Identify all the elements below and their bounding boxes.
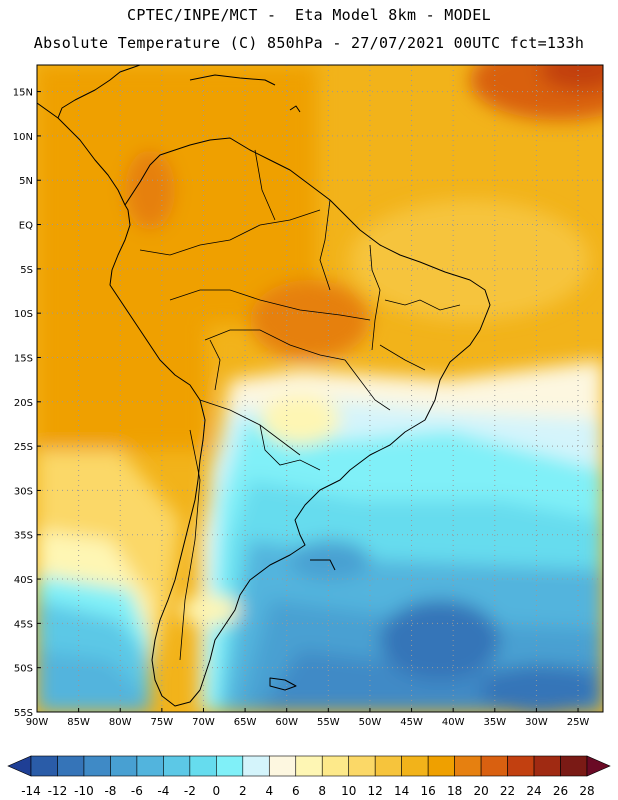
lon-label: 90W xyxy=(26,717,49,728)
colorbar-swatch xyxy=(189,755,217,777)
lon-label: 70W xyxy=(192,717,215,728)
colorbar-swatch xyxy=(242,755,270,777)
colorbar-label: -10 xyxy=(74,784,94,798)
colorbar-swatch xyxy=(83,755,111,777)
lat-label: 10S xyxy=(14,309,33,320)
colorbar-label: 6 xyxy=(292,784,300,798)
colorbar-swatch xyxy=(507,755,535,777)
colorbar-label: -14 xyxy=(21,784,41,798)
lat-label: 35S xyxy=(14,531,33,542)
colorbar-label: 12 xyxy=(368,784,383,798)
lat-label: 15N xyxy=(13,88,33,99)
colorbar-swatch xyxy=(560,755,588,777)
lat-label: 5S xyxy=(20,265,33,276)
colorbar xyxy=(7,755,611,777)
lon-label: 50W xyxy=(359,717,382,728)
colorbar-swatch xyxy=(30,755,58,777)
colorbar-swatch xyxy=(401,755,429,777)
lon-label: 40W xyxy=(442,717,465,728)
colorbar-label: -2 xyxy=(184,784,196,798)
colorbar-swatch xyxy=(533,755,561,777)
colorbar-label: 8 xyxy=(318,784,326,798)
colorbar-swatch xyxy=(348,755,376,777)
lon-label: 85W xyxy=(67,717,90,728)
colorbar-swatch xyxy=(586,755,611,777)
map-frame xyxy=(36,64,604,713)
colorbar-label: -8 xyxy=(104,784,116,798)
lon-label: 25W xyxy=(567,717,590,728)
colorbar-label: 2 xyxy=(239,784,247,798)
lon-label: 65W xyxy=(234,717,257,728)
longitude-labels: 90W 85W 80W 75W 70W 65W 60W 55W 50W 45W 40W 35W 30W 2… xyxy=(26,708,590,728)
lon-label: 55W xyxy=(317,717,340,728)
colorbar-label: 16 xyxy=(421,784,436,798)
colorbar-swatch xyxy=(454,755,482,777)
colorbar-swatch xyxy=(480,755,508,777)
lat-label: 40S xyxy=(14,575,33,586)
colorbar-swatch xyxy=(216,755,244,777)
lat-label: 5N xyxy=(19,176,33,187)
colorbar-swatch xyxy=(268,755,297,777)
colorbar-label: -4 xyxy=(157,784,169,798)
lat-label: 45S xyxy=(14,619,33,630)
lon-label: 30W xyxy=(525,717,548,728)
lat-label: 55S xyxy=(14,708,33,719)
colorbar-swatch xyxy=(163,755,191,777)
lon-label: 60W xyxy=(275,717,298,728)
colorbar-swatch xyxy=(321,755,350,777)
colorbar-label: 10 xyxy=(341,784,356,798)
lat-label: 50S xyxy=(14,664,33,675)
colorbar-label: 28 xyxy=(579,784,594,798)
lat-label: 30S xyxy=(14,486,33,497)
lon-label: 75W xyxy=(151,717,174,728)
lon-label: 35W xyxy=(483,717,506,728)
lat-label: 15S xyxy=(14,353,33,364)
lon-label: 45W xyxy=(400,717,423,728)
colorbar-label: -6 xyxy=(131,784,143,798)
temperature-field xyxy=(37,65,603,712)
colorbar-swatch xyxy=(7,755,32,777)
map-subtitle: Absolute Temperature (C) 850hPa - 27/07/… xyxy=(33,34,585,52)
lat-label: 20S xyxy=(14,398,33,409)
colorbar-labels: -14 -12 -10 -8 -6 -4 -2 0 2 4 6 8 10 12 14 16 18 20 22 24 26… xyxy=(21,784,594,798)
colorbar-swatch xyxy=(427,755,455,777)
colorbar-label: 22 xyxy=(500,784,515,798)
colorbar-label: 20 xyxy=(473,784,488,798)
country-borders xyxy=(139,149,461,661)
colorbar-label: 24 xyxy=(526,784,541,798)
colorbar-label: 26 xyxy=(553,784,568,798)
colorbar-swatch xyxy=(295,755,323,777)
lon-label: 80W xyxy=(109,717,132,728)
lat-label: EQ xyxy=(19,221,33,232)
colorbar-label: -12 xyxy=(48,784,68,798)
colorbar-label: 18 xyxy=(447,784,462,798)
colorbar-swatch xyxy=(110,755,138,777)
lat-label: 25S xyxy=(14,442,33,453)
colorbar-swatch xyxy=(136,755,164,777)
colorbar-swatch xyxy=(57,755,85,777)
colorbar-swatch xyxy=(374,755,402,777)
latitude-labels: 15N 10N 5N EQ 5S 10S 15S 20S 25S 30S 35S 40S 45S 50S 5… xyxy=(13,88,41,719)
coastline xyxy=(37,65,491,707)
colorbar-label: 0 xyxy=(213,784,221,798)
colorbar-label: 4 xyxy=(265,784,273,798)
lat-label: 10N xyxy=(13,132,33,143)
map-title: CPTEC/INPE/MCT - Eta Model 8km - MODEL xyxy=(127,6,491,24)
colorbar-label: 14 xyxy=(394,784,409,798)
